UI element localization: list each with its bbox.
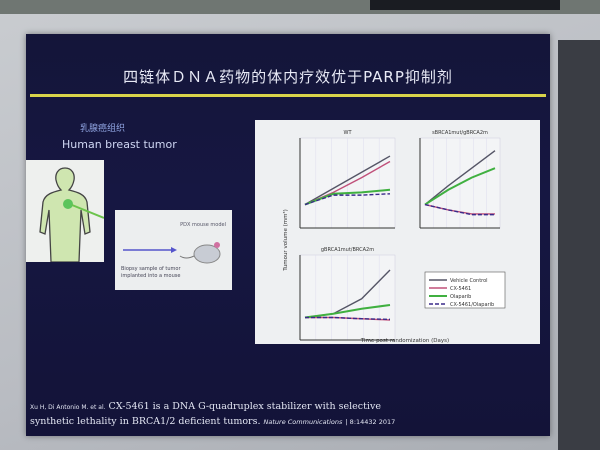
biopsy-caption-line1: Biopsy sample of tumor xyxy=(121,266,181,272)
series-line-1 xyxy=(424,203,495,215)
human-body-illustration xyxy=(26,160,105,263)
reference-citation: Xu H, Di Antonio M. et al. CX-5461 is a … xyxy=(30,400,550,429)
ref-title-1: CX-5461 is a DNA G-quadruplex stabilizer… xyxy=(108,401,381,412)
biopsy-caption-line2: implanted into a mouse xyxy=(121,273,181,279)
subplot-2: gBRCA1mut/BRCA2m xyxy=(299,247,396,341)
tissue-label-cn: 乳腺癌组织 xyxy=(80,124,126,134)
legend-label: CX-5461/Olaparib xyxy=(450,302,494,308)
title-divider xyxy=(30,94,546,97)
legend-label: Vehicle Control xyxy=(450,278,488,284)
ref-journal: Nature Communications xyxy=(263,418,343,426)
ref-number: | 8:14432 2017 xyxy=(345,418,396,426)
subplot-1: sBRCA1mut/gBRCA2m xyxy=(419,130,501,229)
pdx-mouse-model-panel: PDX mouse model Biopsy sample of tumor im… xyxy=(115,210,232,290)
subplot-title: gBRCA1mut/BRCA2m xyxy=(321,247,374,253)
legend-label: Olaparib xyxy=(450,294,471,300)
legend: Vehicle Control CX-5461 Olaparib CX-5461/Ol… xyxy=(424,271,506,309)
tumor-volume-figure: WT sBRCA1mut/gBRCA2m gBRCA1mut/BRCA2m Tumou… xyxy=(255,120,540,344)
ref-authors: Xu H, Di Antonio M. et al. xyxy=(30,404,106,411)
slide-title: 四链体ＤＮＡ药物的体内疗效优于PARP抑制剂 xyxy=(123,68,453,86)
subplot-title: WT xyxy=(344,130,353,136)
subplot-title: sBRCA1mut/gBRCA2m xyxy=(432,130,488,136)
subplot-0: WT xyxy=(299,130,396,229)
background-screen-strip xyxy=(0,0,600,14)
y-axis-label: Tumour volume (mm³) xyxy=(282,209,289,272)
series-line-0 xyxy=(424,150,496,206)
legend-box xyxy=(424,271,506,309)
series-line-2 xyxy=(304,304,391,319)
tissue-label-en: Human breast tumor xyxy=(62,138,177,151)
pdx-label: PDX mouse model xyxy=(180,222,226,228)
x-axis-label: Time post randomization (Days) xyxy=(360,338,449,344)
series-line-0 xyxy=(304,155,391,206)
presentation-slide: 四链体ＤＮＡ药物的体内疗效优于PARP抑制剂 乳腺癌组织 Human breas… xyxy=(26,34,550,436)
legend-label: CX-5461 xyxy=(450,286,471,292)
series-line-3 xyxy=(305,316,391,321)
series-line-3 xyxy=(304,193,391,206)
series-line-2 xyxy=(424,167,496,206)
background-edge xyxy=(558,40,600,450)
biopsy-caption: Biopsy sample of tumor implanted into a m… xyxy=(121,266,181,280)
ref-title-2: synthetic lethality in BRCA1/2 deficient… xyxy=(30,416,261,427)
